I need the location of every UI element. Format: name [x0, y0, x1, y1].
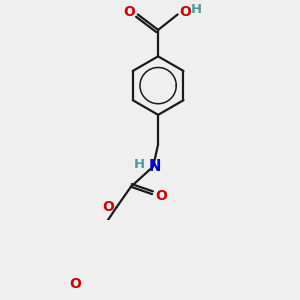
Text: O: O: [69, 277, 81, 291]
Text: O: O: [123, 5, 135, 20]
Text: H: H: [134, 158, 145, 170]
Text: O: O: [102, 200, 114, 214]
Text: H: H: [191, 3, 202, 16]
Text: N: N: [149, 159, 161, 174]
Text: O: O: [179, 5, 191, 20]
Text: O: O: [155, 189, 167, 203]
